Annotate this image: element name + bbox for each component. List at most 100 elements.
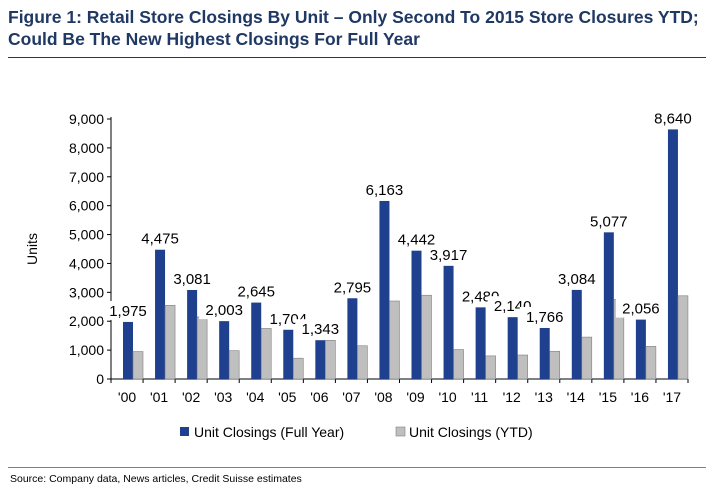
data-label-bg: [615, 298, 666, 318]
bar-ytd: [421, 294, 432, 380]
bar-ytd: [196, 316, 208, 380]
bar-ytd: [228, 350, 240, 380]
bar-ytd: [453, 349, 464, 380]
data-label: 1,343: [302, 321, 340, 338]
bar-ytd: [292, 357, 304, 380]
data-label: 1,975: [109, 303, 147, 320]
y-tick-label: 2,000: [69, 313, 104, 329]
legend-label-ytd: Unit Closings (YTD): [409, 424, 533, 440]
data-label-bg: [423, 244, 474, 264]
bar-ytd: [581, 336, 593, 380]
x-tick-label: '17: [663, 389, 681, 405]
y-tick-label: 0: [96, 371, 104, 387]
bar-full-year: [507, 317, 518, 379]
bar-full-year: [635, 319, 646, 379]
data-label-bg: [231, 281, 282, 301]
data-label-bg: [647, 108, 698, 128]
data-label-bg: [199, 300, 250, 320]
data-label: 2,645: [237, 284, 275, 301]
data-label: 6,163: [366, 182, 404, 199]
source-note: Source: Company data, News articles, Cre…: [10, 473, 302, 485]
y-tick-label: 3,000: [69, 284, 104, 300]
data-label: 2,056: [622, 301, 660, 318]
data-label: 4,475: [141, 231, 179, 248]
data-label: 2,003: [205, 302, 243, 319]
x-tick-label: '10: [438, 389, 456, 405]
bar-ytd: [132, 351, 144, 380]
x-tick-label: '16: [631, 389, 649, 405]
data-label: 8,640: [654, 110, 692, 127]
x-tick-label: '09: [406, 389, 424, 405]
data-label-bg: [583, 211, 634, 231]
data-label-bg: [295, 319, 346, 339]
data-label-bg: [167, 268, 218, 288]
data-label: 1,766: [526, 309, 564, 326]
data-label-bg: [135, 228, 186, 248]
x-tick-label: '01: [150, 389, 168, 405]
x-tick-label: '05: [278, 389, 296, 405]
data-label-bg: [359, 179, 410, 199]
x-tick-label: '07: [342, 389, 360, 405]
y-tick-label: 1,000: [69, 342, 104, 358]
y-tick-label: 8,000: [69, 140, 104, 156]
data-label: 4,442: [398, 232, 436, 249]
y-tick-label: 7,000: [69, 169, 104, 185]
bar-chart: 0 1,000 2,000 3,000 4,000 5,000 6,000 7,000 8,00…: [24, 108, 698, 440]
title-divider: [8, 57, 706, 58]
bar-full-year: [123, 321, 133, 379]
bar-full-year: [283, 329, 294, 379]
legend-label-full-year: Unit Closings (Full Year): [194, 424, 344, 440]
data-label-bg: [519, 306, 570, 326]
bar-ytd: [485, 355, 496, 380]
figure-title: Figure 1: Retail Store Closings By Unit …: [8, 7, 699, 49]
data-label-bg: [391, 229, 442, 249]
bar-full-year: [539, 327, 550, 379]
bar-ytd: [677, 295, 689, 380]
bar-ytd: [325, 339, 336, 380]
data-label-bg: [327, 277, 378, 297]
x-tick-label: '03: [214, 389, 232, 405]
bar-full-year: [315, 340, 326, 379]
bar-full-year: [603, 232, 614, 379]
bar-full-year: [571, 289, 582, 379]
y-tick-label: 5,000: [69, 227, 104, 243]
data-label-bg: [551, 268, 602, 288]
footer-divider: [8, 467, 706, 468]
bar-ytd: [645, 346, 657, 380]
bar-full-year: [411, 250, 422, 379]
x-tick-label: '06: [310, 389, 328, 405]
data-label: 5,077: [590, 213, 628, 230]
x-tick-label: '13: [535, 389, 553, 405]
x-tick-label: '02: [182, 389, 200, 405]
bar-full-year: [155, 249, 166, 379]
x-tick-label: '12: [503, 389, 521, 405]
y-axis-title: Units: [24, 233, 40, 265]
bar-full-year: [667, 129, 678, 379]
data-label: 3,084: [558, 271, 596, 288]
y-tick-label: 6,000: [69, 198, 104, 214]
bar-full-year: [379, 200, 390, 379]
legend-swatch-ytd: [395, 426, 406, 437]
bar-ytd: [517, 354, 528, 380]
bar-full-year: [443, 265, 454, 379]
x-tick-label: '04: [246, 389, 264, 405]
x-tick-label: '00: [118, 389, 136, 405]
x-tick-label: '11: [471, 389, 488, 405]
x-tick-label: '08: [374, 389, 392, 405]
bar-ytd: [549, 350, 561, 380]
data-label: 3,917: [430, 247, 468, 264]
bar-full-year: [347, 298, 358, 379]
y-tick-label: 4,000: [69, 255, 104, 271]
legend-swatch-full-year: [180, 427, 189, 436]
bar-full-year: [219, 321, 230, 379]
x-tick-label: '15: [599, 389, 617, 405]
data-label: 3,081: [173, 271, 211, 288]
x-tick-label: '14: [567, 389, 585, 405]
y-tick-label: 9,000: [69, 111, 104, 127]
bar-ytd: [164, 305, 176, 380]
bar-ytd: [389, 300, 400, 380]
bar-full-year: [475, 307, 486, 379]
data-label: 2,795: [334, 279, 372, 296]
bar-ytd: [260, 328, 272, 380]
bar-ytd: [357, 345, 368, 380]
